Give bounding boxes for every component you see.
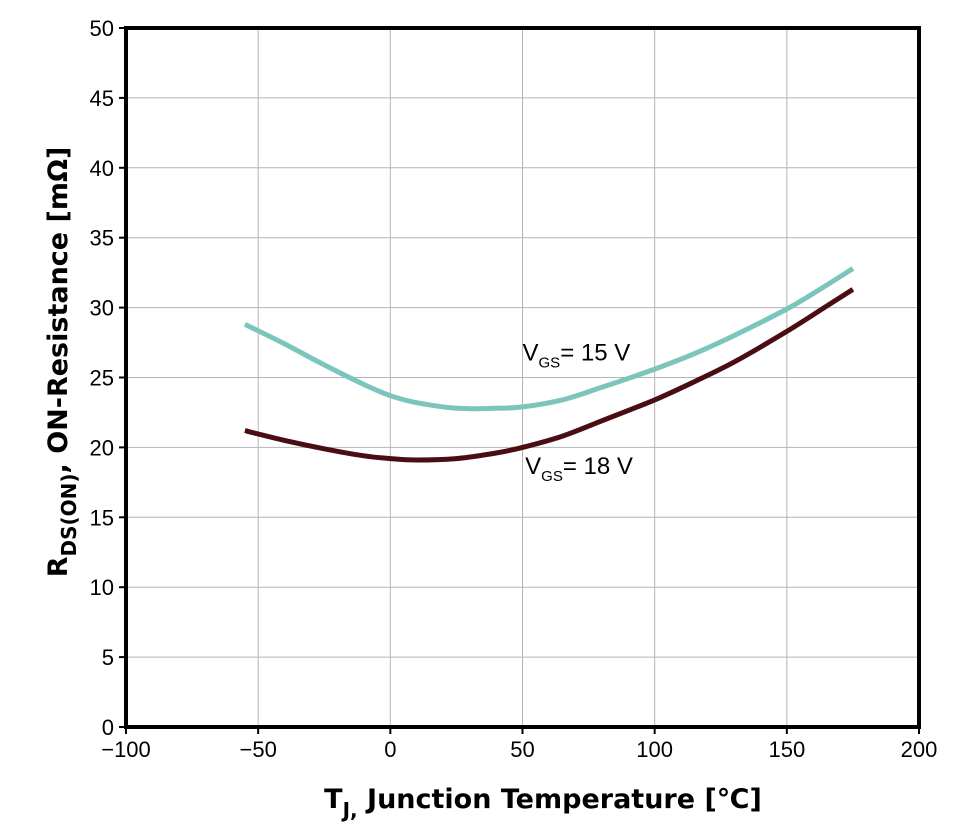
series-label-1: VGS= 15 V (523, 340, 631, 372)
y-tick-label: 25 (90, 366, 114, 391)
y-tick-label: 10 (90, 575, 114, 600)
series-group (243, 266, 855, 463)
y-tick-label: 35 (90, 226, 114, 251)
y-tick-labels: 0 5 10 15 20 25 30 35 40 45 50 (90, 16, 114, 740)
series-labels: VGS= 15 V VGS= 18 V (523, 340, 633, 485)
x-tick-label: 50 (510, 737, 534, 762)
x-tick-label: 150 (768, 737, 805, 762)
y-tick-label: 5 (102, 645, 114, 670)
y-axis-title: RDS(ON), ON-Resistance [mΩ] (43, 147, 81, 578)
x-tick-label: −50 (240, 737, 277, 762)
series-label-2: VGS= 18 V (525, 453, 633, 485)
tick-marks (119, 27, 920, 734)
y-tick-label: 0 (102, 715, 114, 740)
x-tick-label: 200 (901, 737, 938, 762)
y-tick-label: 40 (90, 156, 114, 181)
x-tick-labels: −100 −50 0 50 100 150 200 (101, 737, 937, 762)
y-tick-label: 15 (90, 505, 114, 530)
grid (126, 28, 919, 727)
y-tick-label: 50 (90, 16, 114, 41)
x-tick-label: −100 (101, 737, 151, 762)
y-tick-label: 30 (90, 296, 114, 321)
x-axis-title: TJ, Junction Temperature [℃] (324, 784, 762, 822)
y-tick-label: 45 (90, 86, 114, 111)
series-line-1 (243, 266, 855, 412)
y-tick-label: 20 (90, 435, 114, 460)
x-tick-label: 0 (384, 737, 396, 762)
x-tick-label: 100 (636, 737, 673, 762)
series-line-2 (244, 287, 855, 463)
